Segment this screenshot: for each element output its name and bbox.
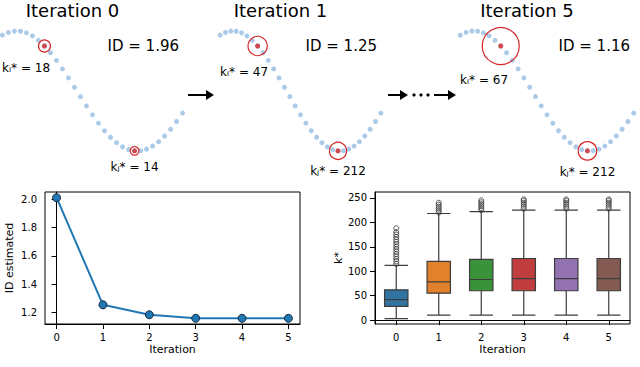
svg-text:kⱼ* = 212: kⱼ* = 212 [560, 165, 616, 179]
svg-text:kᵢ* = 47: kᵢ* = 47 [220, 65, 268, 79]
svg-text:5: 5 [285, 332, 291, 343]
svg-text:50: 50 [354, 290, 367, 301]
svg-text:5: 5 [606, 332, 612, 343]
svg-text:kᵢ* = 18: kᵢ* = 18 [2, 61, 50, 75]
svg-text:Iteration: Iteration [149, 343, 196, 356]
svg-text:4: 4 [239, 332, 245, 343]
svg-text:150: 150 [348, 241, 367, 252]
svg-text:kⱼ* = 212: kⱼ* = 212 [310, 164, 366, 178]
svg-text:250: 250 [348, 192, 367, 203]
svg-text:ID = 1.16: ID = 1.16 [559, 37, 630, 55]
svg-text:1.8: 1.8 [21, 222, 37, 233]
svg-text:3: 3 [192, 332, 198, 343]
svg-text:Iteration 0: Iteration 0 [26, 0, 120, 21]
svg-text:1.4: 1.4 [21, 279, 37, 290]
svg-text:k*: k* [332, 252, 345, 264]
svg-text:3: 3 [521, 332, 527, 343]
svg-text:kᵢ* = 67: kᵢ* = 67 [460, 73, 508, 87]
svg-text:0: 0 [393, 332, 399, 343]
svg-text:kⱼ* = 14: kⱼ* = 14 [111, 160, 159, 174]
svg-text:1: 1 [100, 332, 106, 343]
svg-text:2.0: 2.0 [21, 194, 37, 205]
svg-text:200: 200 [348, 217, 367, 228]
svg-text:4: 4 [563, 332, 569, 343]
svg-text:Iteration 5: Iteration 5 [480, 0, 574, 21]
svg-text:2: 2 [478, 332, 484, 343]
svg-text:Iteration: Iteration [479, 343, 526, 356]
svg-text:0: 0 [361, 315, 367, 326]
svg-text:100: 100 [348, 266, 367, 277]
svg-text:ID = 1.96: ID = 1.96 [108, 37, 179, 55]
svg-text:0: 0 [53, 332, 59, 343]
svg-text:1: 1 [436, 332, 442, 343]
svg-text:2: 2 [146, 332, 152, 343]
svg-text:ID estimated: ID estimated [3, 223, 16, 294]
svg-text:Iteration 1: Iteration 1 [234, 0, 328, 21]
svg-text:1.6: 1.6 [21, 250, 37, 261]
svg-text:ID = 1.25: ID = 1.25 [306, 37, 377, 55]
svg-text:1.2: 1.2 [21, 307, 37, 318]
